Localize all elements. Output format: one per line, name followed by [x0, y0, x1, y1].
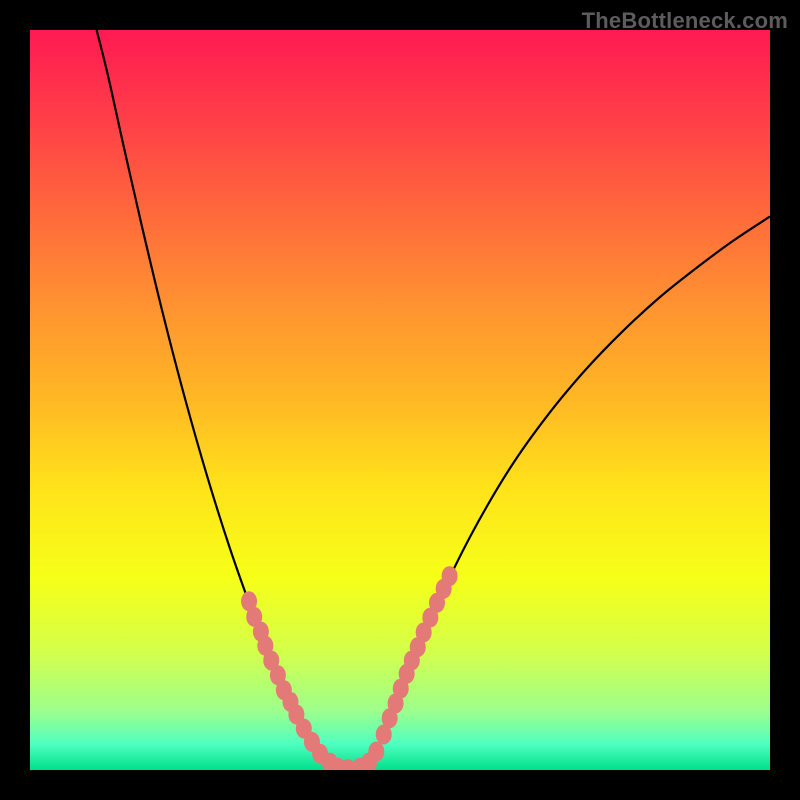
gradient-background: [30, 30, 770, 770]
data-marker: [368, 742, 384, 762]
plot-svg: [30, 30, 770, 770]
plot-area: [30, 30, 770, 770]
data-marker: [442, 566, 458, 586]
watermark-text: TheBottleneck.com: [582, 8, 788, 34]
